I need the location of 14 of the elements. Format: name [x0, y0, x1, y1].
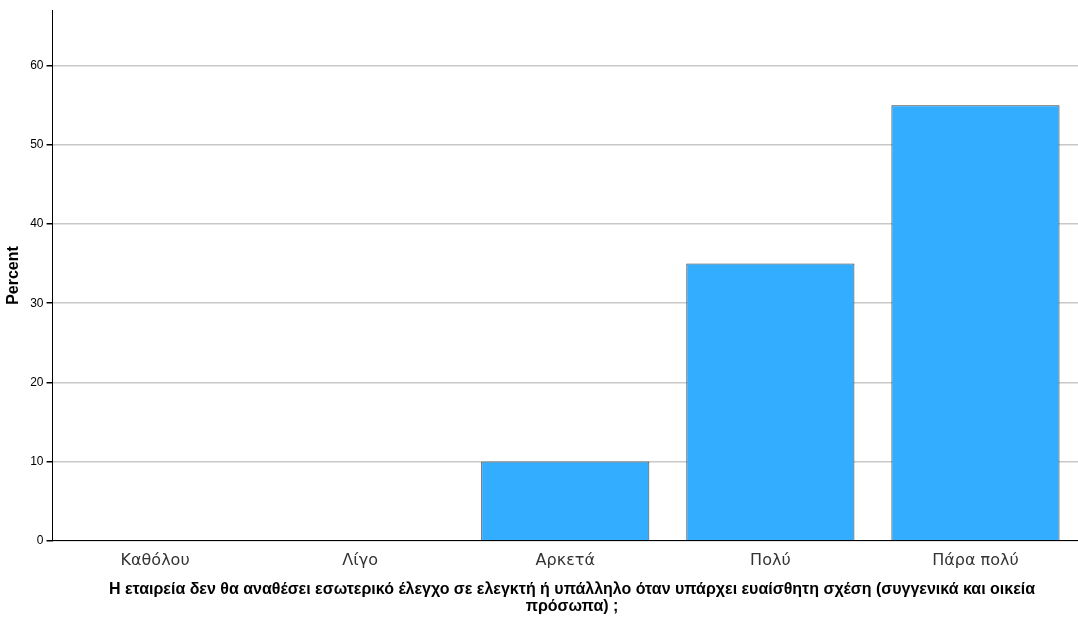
y-tick-label: 0: [36, 533, 44, 548]
y-tick-label: 40: [30, 216, 44, 231]
x-axis-title: Η εταιρεία δεν θα αναθέσει εσωτερικό έλεγχο σε ελεγκτή ή υπάλληλο όταν υπάρχει ευαίσθητη σχέση (συγγενικά και οικεία πρόσωπα) ;: [107, 580, 1037, 614]
x-tick-label: Αρκετά: [535, 549, 595, 569]
x-tick-label: Καθόλου: [120, 549, 190, 569]
y-axis-title: Percent: [4, 245, 22, 305]
y-tick-label: 50: [30, 137, 44, 152]
y-tick-label: 20: [30, 374, 44, 389]
x-tick-label: Πάρα πολύ: [932, 549, 1019, 569]
x-tick-label: Λίγο: [342, 549, 378, 569]
x-tick-label: Πολύ: [750, 549, 791, 569]
y-tick-label: 10: [30, 453, 44, 468]
y-tick-label: 30: [30, 295, 44, 310]
y-tick-label: 60: [30, 57, 44, 72]
